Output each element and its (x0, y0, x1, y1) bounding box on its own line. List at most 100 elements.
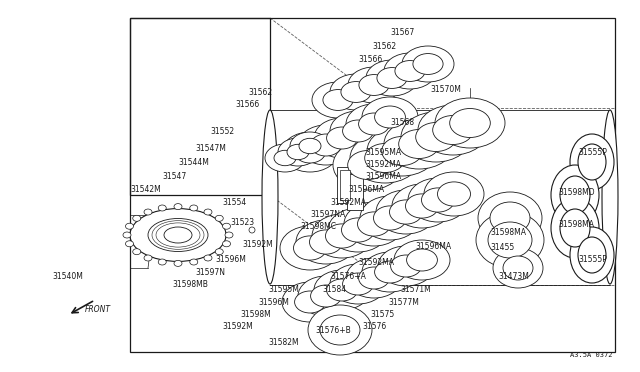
Ellipse shape (330, 264, 386, 304)
Text: 31592MA: 31592MA (358, 258, 394, 267)
Text: FRONT: FRONT (85, 305, 111, 314)
Bar (337, 167, 353, 203)
Ellipse shape (416, 122, 456, 151)
Ellipse shape (330, 111, 386, 151)
Ellipse shape (570, 134, 614, 190)
Text: 31598MD: 31598MD (558, 188, 595, 197)
Ellipse shape (367, 126, 437, 176)
Text: 31555P: 31555P (578, 148, 607, 157)
Ellipse shape (488, 222, 532, 258)
Ellipse shape (551, 198, 599, 258)
Ellipse shape (358, 113, 389, 135)
Ellipse shape (158, 259, 166, 265)
Ellipse shape (346, 104, 402, 144)
Ellipse shape (310, 285, 341, 307)
Ellipse shape (189, 205, 198, 211)
Ellipse shape (294, 291, 325, 313)
Text: 31575: 31575 (370, 310, 394, 319)
Text: 31596M: 31596M (258, 298, 289, 307)
Ellipse shape (362, 97, 418, 137)
Ellipse shape (282, 282, 338, 322)
Ellipse shape (418, 105, 488, 155)
Text: 31552: 31552 (210, 127, 234, 136)
Text: 31596MA: 31596MA (415, 242, 451, 251)
Ellipse shape (348, 151, 388, 180)
Text: 31584: 31584 (322, 285, 346, 294)
Text: 31598M: 31598M (240, 310, 271, 319)
Text: 31544M: 31544M (178, 158, 209, 167)
Text: 31597NA: 31597NA (310, 210, 345, 219)
Ellipse shape (366, 60, 418, 96)
Ellipse shape (402, 46, 454, 82)
Ellipse shape (578, 237, 606, 273)
Text: 31592M: 31592M (222, 322, 253, 331)
Ellipse shape (384, 119, 454, 169)
Bar (130, 18, 270, 195)
Ellipse shape (299, 138, 321, 154)
Bar (347, 174, 363, 210)
Ellipse shape (359, 74, 389, 96)
Ellipse shape (310, 134, 341, 156)
Text: 31555P: 31555P (578, 255, 607, 264)
Ellipse shape (358, 212, 390, 236)
Ellipse shape (328, 208, 388, 252)
Text: 31577M: 31577M (388, 298, 419, 307)
Ellipse shape (350, 133, 420, 183)
Ellipse shape (360, 196, 420, 240)
Ellipse shape (374, 261, 405, 283)
Text: 31592M: 31592M (242, 240, 273, 249)
Text: 31455: 31455 (490, 243, 515, 252)
Ellipse shape (223, 223, 230, 229)
Ellipse shape (280, 226, 340, 270)
Ellipse shape (144, 255, 152, 261)
Text: 31566: 31566 (235, 100, 259, 109)
Ellipse shape (174, 260, 182, 266)
Ellipse shape (123, 232, 131, 238)
Ellipse shape (493, 248, 543, 288)
Ellipse shape (148, 218, 208, 251)
Ellipse shape (215, 249, 223, 255)
Text: 31598MA: 31598MA (558, 220, 594, 229)
Text: 31595M: 31595M (268, 285, 299, 294)
Ellipse shape (326, 279, 357, 301)
Ellipse shape (374, 206, 406, 230)
Ellipse shape (381, 137, 422, 166)
Ellipse shape (394, 240, 450, 280)
Ellipse shape (376, 190, 436, 234)
Ellipse shape (390, 255, 421, 277)
Ellipse shape (330, 74, 382, 110)
Ellipse shape (314, 270, 370, 310)
Ellipse shape (164, 227, 192, 243)
Ellipse shape (503, 256, 533, 280)
Ellipse shape (215, 215, 223, 221)
Ellipse shape (342, 273, 373, 295)
Text: A3.5A 0372: A3.5A 0372 (570, 352, 612, 358)
Ellipse shape (422, 188, 454, 212)
Text: 31595MA: 31595MA (365, 148, 401, 157)
Ellipse shape (560, 209, 590, 247)
Ellipse shape (249, 227, 255, 233)
Text: 31598MA: 31598MA (490, 228, 526, 237)
Text: 31582M: 31582M (268, 338, 299, 347)
Ellipse shape (204, 209, 212, 215)
Ellipse shape (362, 252, 418, 292)
Text: 31567: 31567 (390, 28, 414, 37)
Ellipse shape (223, 241, 230, 247)
Text: 31576+B: 31576+B (315, 326, 351, 335)
Ellipse shape (326, 127, 357, 149)
Ellipse shape (158, 205, 166, 211)
Ellipse shape (602, 110, 618, 284)
Text: 31547M: 31547M (195, 144, 226, 153)
Text: 31562: 31562 (248, 88, 272, 97)
Text: 31592MA: 31592MA (330, 198, 366, 207)
Ellipse shape (570, 227, 614, 283)
Ellipse shape (312, 82, 364, 118)
Text: 31562: 31562 (372, 42, 396, 51)
Text: 31598MB: 31598MB (172, 280, 208, 289)
Text: 31547: 31547 (162, 172, 186, 181)
Text: 31596M: 31596M (215, 255, 246, 264)
Ellipse shape (174, 203, 182, 209)
Ellipse shape (390, 200, 422, 224)
Ellipse shape (408, 178, 468, 222)
Ellipse shape (342, 218, 374, 242)
